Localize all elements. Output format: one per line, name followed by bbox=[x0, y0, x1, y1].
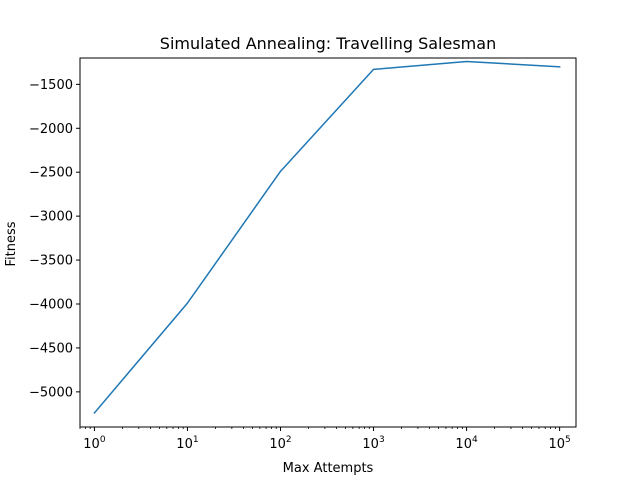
x-tick-label: 100 bbox=[83, 435, 106, 452]
x-tick-label-exponent: 4 bbox=[472, 435, 478, 445]
y-tick-label: −2500 bbox=[29, 166, 73, 181]
x-tick-label-exponent: 2 bbox=[286, 435, 292, 445]
y-tick-label: −3000 bbox=[29, 210, 73, 225]
x-tick-label: 102 bbox=[269, 435, 291, 452]
x-tick-label-exponent: 0 bbox=[100, 435, 106, 445]
x-tick-label: 101 bbox=[176, 435, 198, 452]
x-tick-label-exponent: 1 bbox=[193, 435, 199, 445]
x-tick-label-base: 10 bbox=[269, 437, 286, 452]
y-tick-label: −3500 bbox=[29, 254, 73, 269]
x-tick-label: 104 bbox=[455, 435, 478, 452]
x-tick-label: 103 bbox=[362, 435, 384, 452]
y-axis-label: Fitness bbox=[4, 221, 19, 266]
x-tick-label-base: 10 bbox=[176, 437, 193, 452]
y-tick-label: −2000 bbox=[29, 122, 73, 137]
y-axis-ticks: −5000 −4500 −4000 −3500 −3000 −2500 −2000 −1500 bbox=[29, 78, 80, 400]
series-line bbox=[93, 60, 561, 414]
plot-frame bbox=[79, 57, 577, 428]
x-tick-label-base: 10 bbox=[455, 437, 472, 452]
series-layer bbox=[93, 60, 561, 414]
x-axis-label: Max Attempts bbox=[283, 461, 374, 476]
x-tick-label-base: 10 bbox=[362, 437, 379, 452]
x-tick-label: 105 bbox=[548, 435, 570, 452]
y-tick-label: −5000 bbox=[29, 385, 73, 400]
x-tick-label-exponent: 3 bbox=[379, 435, 385, 445]
x-tick-label-base: 10 bbox=[548, 437, 565, 452]
y-tick-label: −1500 bbox=[29, 78, 73, 93]
x-tick-label-base: 10 bbox=[83, 437, 100, 452]
y-tick-label: −4000 bbox=[29, 298, 73, 313]
x-tick-label-exponent: 5 bbox=[565, 435, 571, 445]
chart-title: Simulated Annealing: Travelling Salesman bbox=[160, 34, 496, 53]
x-axis-ticks: 100 101 102 103 104 105 bbox=[83, 427, 571, 452]
y-tick-label: −4500 bbox=[29, 341, 73, 356]
